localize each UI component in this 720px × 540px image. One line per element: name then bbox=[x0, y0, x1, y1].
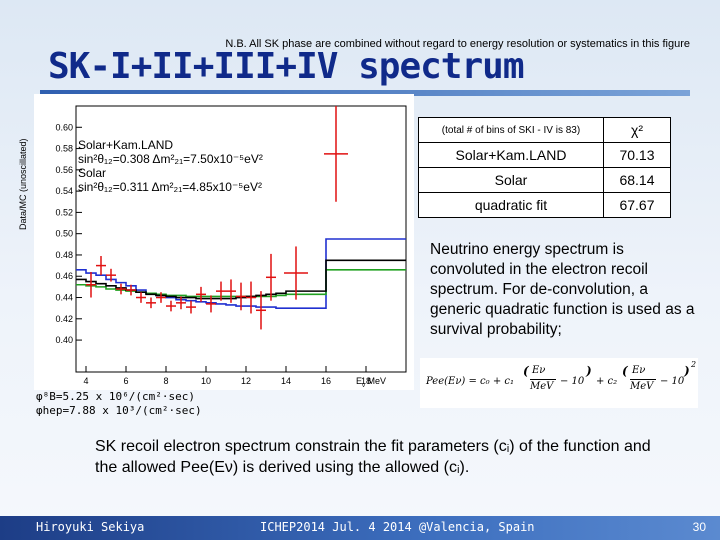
footer-event: ICHEP2014 Jul. 4 2014 @Valencia, Spain bbox=[260, 520, 535, 534]
table-note: (total # of bins of SKI - IV is 83) bbox=[418, 117, 604, 143]
x-axis-label: Eν MeV bbox=[356, 376, 387, 389]
x-tick-label: 10 bbox=[201, 376, 211, 386]
survival-probability-formula: Pee(Eν) = c₀ + c₁ ( Eν MeV − 10 ) + c₂ (… bbox=[420, 358, 698, 408]
formula-minus-2: − 10 bbox=[660, 376, 685, 387]
y-tick-label: 0.52 bbox=[55, 207, 73, 217]
chart-legend: Solar+Kam.LAND sin²θ₁₂=0.308 Δm²₂₁=7.50x… bbox=[78, 138, 263, 194]
formula-numerator: Eν bbox=[532, 365, 546, 376]
chi2-value: 70.13 bbox=[603, 142, 671, 168]
y-tick-label: 0.58 bbox=[55, 144, 73, 154]
chi2-value: 67.67 bbox=[603, 192, 671, 218]
series-line bbox=[76, 238, 406, 309]
y-tick-label: 0.42 bbox=[55, 314, 73, 324]
formula-denominator-2: MeV bbox=[630, 381, 654, 392]
model-label: Solar bbox=[418, 167, 604, 193]
plot-background bbox=[34, 94, 414, 390]
chi2-value: 68.14 bbox=[603, 167, 671, 193]
conclusion-text: SK recoil electron spectrum constrain th… bbox=[95, 438, 651, 476]
spectrum-chart: 4 6 8 10 12 14 16 18 0.40 0.42 0.44 0.46 0.48 0.50 0.5… bbox=[34, 94, 414, 390]
title-underline bbox=[40, 90, 690, 96]
flux-values: φ⁸B=5.25 x 10⁶/(cm²·sec) φhep=7.88 x 10³… bbox=[36, 390, 202, 418]
y-tick-label: 0.50 bbox=[55, 229, 73, 239]
formula-minus: − 10 bbox=[560, 376, 585, 387]
y-axis-label: Data/MC (unoscillated) bbox=[18, 138, 28, 230]
formula-exponent: 2 bbox=[691, 360, 697, 369]
formula-plus: + c₂ bbox=[596, 376, 618, 387]
x-tick-label: 4 bbox=[83, 376, 88, 386]
formula-denominator: MeV bbox=[530, 381, 554, 392]
formula-lhs: Pee(Eν) = c₀ + c₁ bbox=[426, 376, 514, 387]
top-note: N.B. All SK phase are combined without r… bbox=[225, 38, 690, 50]
x-tick-label: 16 bbox=[321, 376, 331, 386]
legend-entry: Solar bbox=[78, 166, 107, 180]
formula-numerator-2: Eν bbox=[632, 365, 646, 376]
x-tick-label: 6 bbox=[123, 376, 128, 386]
flux-b8: φ⁸B=5.25 x 10⁶/(cm²·sec) bbox=[36, 390, 195, 403]
legend-entry: sin²θ₁₂=0.311 Δm²₂₁=4.85x10⁻⁵eV² bbox=[78, 180, 262, 194]
y-tick-label: 0.48 bbox=[55, 250, 73, 260]
x-tick-label: 18 bbox=[361, 376, 371, 386]
description-text: Neutrino energy spectrum is convoluted i… bbox=[430, 241, 695, 338]
legend-entry: sin²θ₁₂=0.308 Δm²₂₁=7.50x10⁻⁵eV² bbox=[78, 152, 263, 166]
x-tick-label: 8 bbox=[163, 376, 168, 386]
footer-author: Hiroyuki Sekiya bbox=[36, 520, 145, 534]
x-tick-label: 14 bbox=[281, 376, 291, 386]
y-tick-label: 0.44 bbox=[55, 293, 73, 303]
model-label: Solar+Kam.LAND bbox=[418, 142, 604, 168]
chi2-header: χ² bbox=[603, 117, 671, 143]
flux-hep: φhep=7.88 x 10³/(cm²·sec) bbox=[36, 404, 202, 417]
table-header-row: (total # of bins of SKI - IV is 83) χ² bbox=[418, 117, 671, 143]
table-row: Solar+Kam.LAND 70.13 bbox=[418, 142, 671, 168]
footer-bar bbox=[0, 516, 720, 540]
y-tick-label: 0.54 bbox=[55, 186, 73, 196]
table-row: Solar 68.14 bbox=[418, 167, 671, 193]
legend-entry: Solar+Kam.LAND bbox=[78, 138, 174, 152]
slide-title: SK-I+II+III+IV spectrum bbox=[48, 46, 524, 87]
model-label: quadratic fit bbox=[418, 192, 604, 218]
y-tick-label: 0.40 bbox=[55, 335, 73, 345]
x-tick-label: 12 bbox=[241, 376, 251, 386]
y-tick-label: 0.56 bbox=[55, 165, 73, 175]
table-row: quadratic fit 67.67 bbox=[418, 192, 671, 218]
page-number: 30 bbox=[692, 520, 706, 534]
chi2-table: (total # of bins of SKI - IV is 83) χ² S… bbox=[418, 117, 671, 218]
y-tick-label: 0.46 bbox=[55, 271, 73, 281]
y-tick-label: 0.60 bbox=[55, 122, 73, 132]
